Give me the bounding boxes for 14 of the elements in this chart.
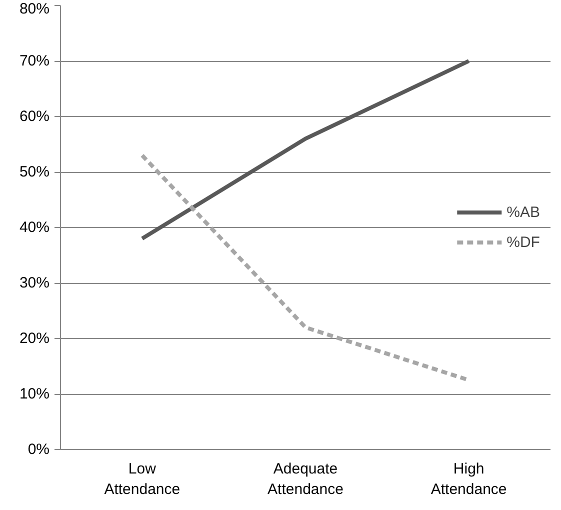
y-tick-label: 80% <box>19 0 50 18</box>
y-tick-label: 10% <box>19 386 50 402</box>
y-tick-label: 20% <box>19 330 50 347</box>
legend-label: %DF <box>506 234 540 250</box>
y-tick-label: 0% <box>28 441 50 458</box>
y-tick-label: 30% <box>19 274 50 292</box>
legend-label: %AB <box>506 204 540 220</box>
x-tick-label: Adequate Attendance <box>268 460 344 498</box>
y-tick-label: 60% <box>19 108 50 125</box>
y-tick-label: 50% <box>19 164 50 180</box>
y-tick-label: 70% <box>19 52 50 70</box>
x-tick-label: High Attendance <box>430 460 507 498</box>
y-tick-label: 40% <box>19 219 50 236</box>
x-tick-label: Low Attendance <box>104 460 180 498</box>
